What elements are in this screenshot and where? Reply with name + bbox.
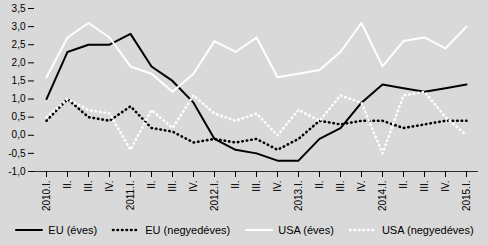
svg-text:0,5: 0,5 xyxy=(12,111,26,122)
svg-text:IV.: IV. xyxy=(272,181,283,192)
svg-text:1,5: 1,5 xyxy=(12,75,26,86)
html-text:EU (éves): EU (éves) xyxy=(48,224,98,236)
svg-text:2015.I.: 2015.I. xyxy=(461,181,472,212)
svg-text:2012.I.: 2012.I. xyxy=(209,181,220,212)
svg-text:II.: II. xyxy=(314,181,325,189)
html-text:USA (éves): USA (éves) xyxy=(278,224,334,236)
svg-text:2014.I.: 2014.I. xyxy=(377,181,388,212)
html-text:EU (negyedéves): EU (negyedéves) xyxy=(145,224,231,236)
svg-text:III.: III. xyxy=(335,181,346,192)
svg-text:2010.I.: 2010.I. xyxy=(41,181,52,212)
svg-text:IV.: IV. xyxy=(188,181,199,192)
svg-text:II.: II. xyxy=(62,181,73,189)
svg-text:3,0: 3,0 xyxy=(12,21,26,32)
svg-text:III.: III. xyxy=(251,181,262,192)
svg-text:III.: III. xyxy=(419,181,430,192)
svg-text:II.: II. xyxy=(398,181,409,189)
svg-text:2,0: 2,0 xyxy=(12,57,26,68)
svg-text:II.: II. xyxy=(146,181,157,189)
svg-text:2,5: 2,5 xyxy=(12,39,26,50)
svg-text:2013.I.: 2013.I. xyxy=(293,181,304,212)
svg-text:IV.: IV. xyxy=(440,181,451,192)
svg-text:IV.: IV. xyxy=(356,181,367,192)
html-text:USA (negyedéves): USA (negyedéves) xyxy=(381,224,474,236)
svg-text:2011.I.: 2011.I. xyxy=(125,181,136,211)
svg-text:III.: III. xyxy=(83,181,94,192)
svg-text:-0,5: -0,5 xyxy=(8,148,26,159)
svg-text:II.: II. xyxy=(230,181,241,189)
svg-text:3,5: 3,5 xyxy=(12,3,26,14)
svg-text:-1,0: -1,0 xyxy=(8,166,26,177)
svg-text:III.: III. xyxy=(167,181,178,192)
svg-text:0,0: 0,0 xyxy=(12,129,26,140)
svg-text:1,0: 1,0 xyxy=(12,93,26,104)
svg-text:IV.: IV. xyxy=(104,181,115,192)
